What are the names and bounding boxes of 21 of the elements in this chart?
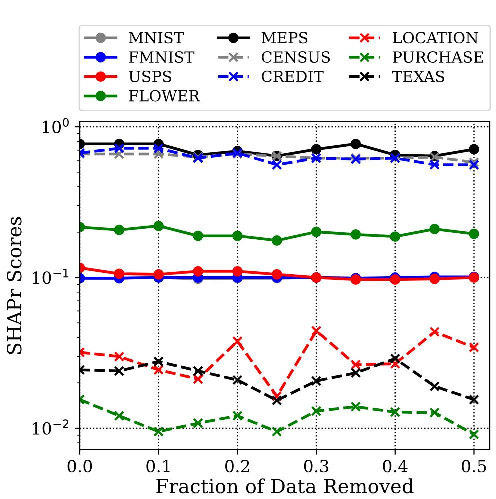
x-tick-label: 0.4 — [383, 460, 408, 473]
y-tick-label: 10$^{0}$ — [42, 118, 69, 134]
y-tick-label: 10$^{−1}$ — [33, 269, 69, 284]
legend-label: TEXAS — [392, 70, 444, 82]
x-tick-label: 0.3 — [304, 460, 329, 473]
y-axis-title: SHAPr Scores — [7, 217, 22, 354]
legend-label: LOCATION — [393, 32, 478, 44]
y-tick-label: 10$^{−2}$ — [33, 420, 69, 435]
legend-label: MEPS — [262, 32, 308, 44]
x-tick-label: 0.2 — [226, 460, 250, 473]
legend-label: USPS — [129, 70, 172, 82]
x-axis-title: Fraction of Data Removed — [156, 478, 414, 494]
legend-label: FLOWER — [129, 90, 200, 102]
x-tick-label: 0.1 — [146, 460, 170, 473]
legend-label: CREDIT — [262, 70, 324, 82]
legend-label: MNIST — [129, 32, 184, 44]
x-tick-label: 0.0 — [68, 460, 92, 473]
legend-label: FMNIST — [129, 51, 195, 64]
x-tick-label: 0.5 — [462, 460, 486, 473]
legend-label: CENSUS — [262, 51, 330, 64]
legend-label: PURCHASE — [393, 51, 484, 64]
